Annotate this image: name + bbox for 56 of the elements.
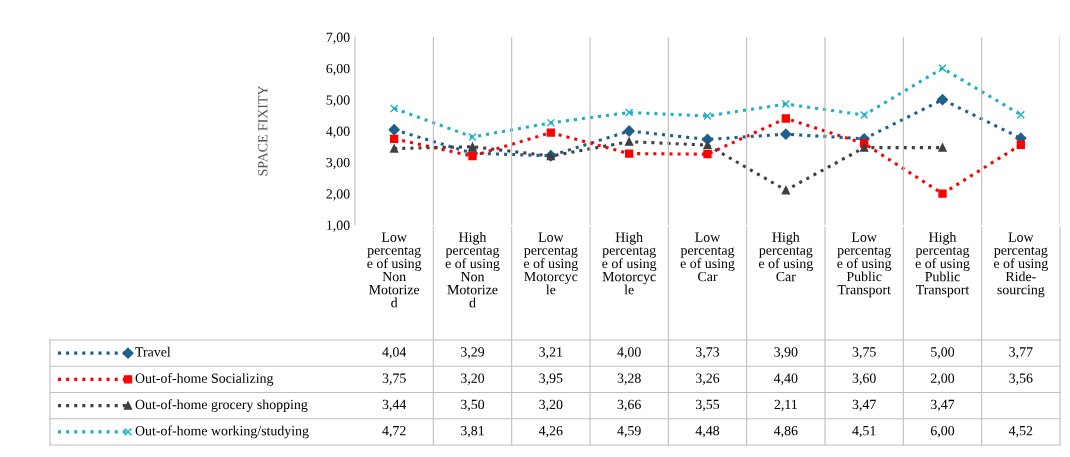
legend-label: Travel: [135, 346, 171, 357]
y-tick-label: 1,00: [327, 220, 350, 232]
x-tick-label: Low percentag e of using Public Transport: [837, 232, 892, 298]
data-label: 4,40: [773, 373, 798, 385]
y-tick-label: 7,00: [326, 32, 350, 44]
data-label: 4,72: [382, 426, 406, 438]
x-tick-label: High percentag e of using Non Motorize d: [445, 232, 500, 308]
x-tick-label: High percentag e of using Car: [758, 232, 813, 282]
data-label: 3,60: [852, 373, 876, 385]
x-tick-label: Low percentag e of using Car: [680, 232, 735, 282]
data-label: 3,50: [461, 399, 485, 412]
data-label: 4,04: [382, 347, 407, 359]
y-tick-label: 2,00: [326, 189, 350, 201]
data-label: 3,95: [539, 373, 563, 385]
x-tick-label: High percentag e of using Motorcyc le: [602, 232, 657, 295]
data-label: 3,75: [852, 347, 876, 359]
x-tick-label: High percentag e of using Public Transport: [915, 232, 970, 298]
data-label: 3,90: [774, 347, 798, 359]
data-label: 3,21: [539, 347, 563, 359]
data-label: 3,66: [617, 399, 641, 412]
data-label: 4,00: [617, 347, 641, 359]
x-tick-label: Low percentag e of using Motorcyc le: [523, 232, 578, 295]
data-label: 3,81: [461, 425, 484, 438]
data-label: 3,26: [696, 373, 720, 385]
data-label: 3,77: [1009, 347, 1033, 359]
y-tick-label: 4,00: [326, 126, 350, 138]
data-label: 4,26: [538, 426, 563, 438]
y-tick-label: 5,00: [326, 95, 350, 107]
data-label: 4,52: [1008, 426, 1033, 438]
data-label: 4,86: [773, 425, 798, 438]
y-axis-title: SPACE FIXITY: [258, 85, 268, 176]
data-label: 3,44: [382, 399, 407, 412]
data-label: 3,56: [1009, 373, 1033, 385]
data-label: 6,00: [930, 425, 955, 438]
y-tick-label: 6,00: [326, 63, 350, 76]
data-label: 2,11: [774, 399, 797, 412]
y-tick-label: 3,00: [326, 157, 350, 170]
data-label: 3,47: [931, 399, 955, 412]
data-label: 3,47: [852, 399, 876, 412]
legend-label: Out-of-home Socializing: [135, 372, 274, 386]
data-label: 3,28: [617, 373, 641, 385]
data-label: 3,55: [696, 399, 720, 412]
data-label: 5,00: [931, 347, 955, 359]
data-label: 3,75: [382, 373, 406, 385]
data-label: 3,20: [539, 399, 563, 412]
legend-label: Out-of-home working/studying: [135, 425, 309, 439]
data-label: 4,51: [852, 426, 876, 438]
data-label: 2,00: [930, 373, 955, 385]
data-label: 3,73: [696, 347, 720, 359]
x-tick-label: Low percentag e of using Ride- sourcing: [993, 232, 1048, 298]
x-tick-label: Low percentag e of using Non Motorize d: [367, 232, 422, 308]
data-label: 4,48: [695, 425, 720, 438]
data-label: 4,59: [617, 426, 641, 438]
data-label: 3,20: [461, 373, 485, 385]
data-label: 3,29: [461, 347, 485, 359]
legend-label: Out-of-home grocery shopping: [135, 399, 308, 413]
